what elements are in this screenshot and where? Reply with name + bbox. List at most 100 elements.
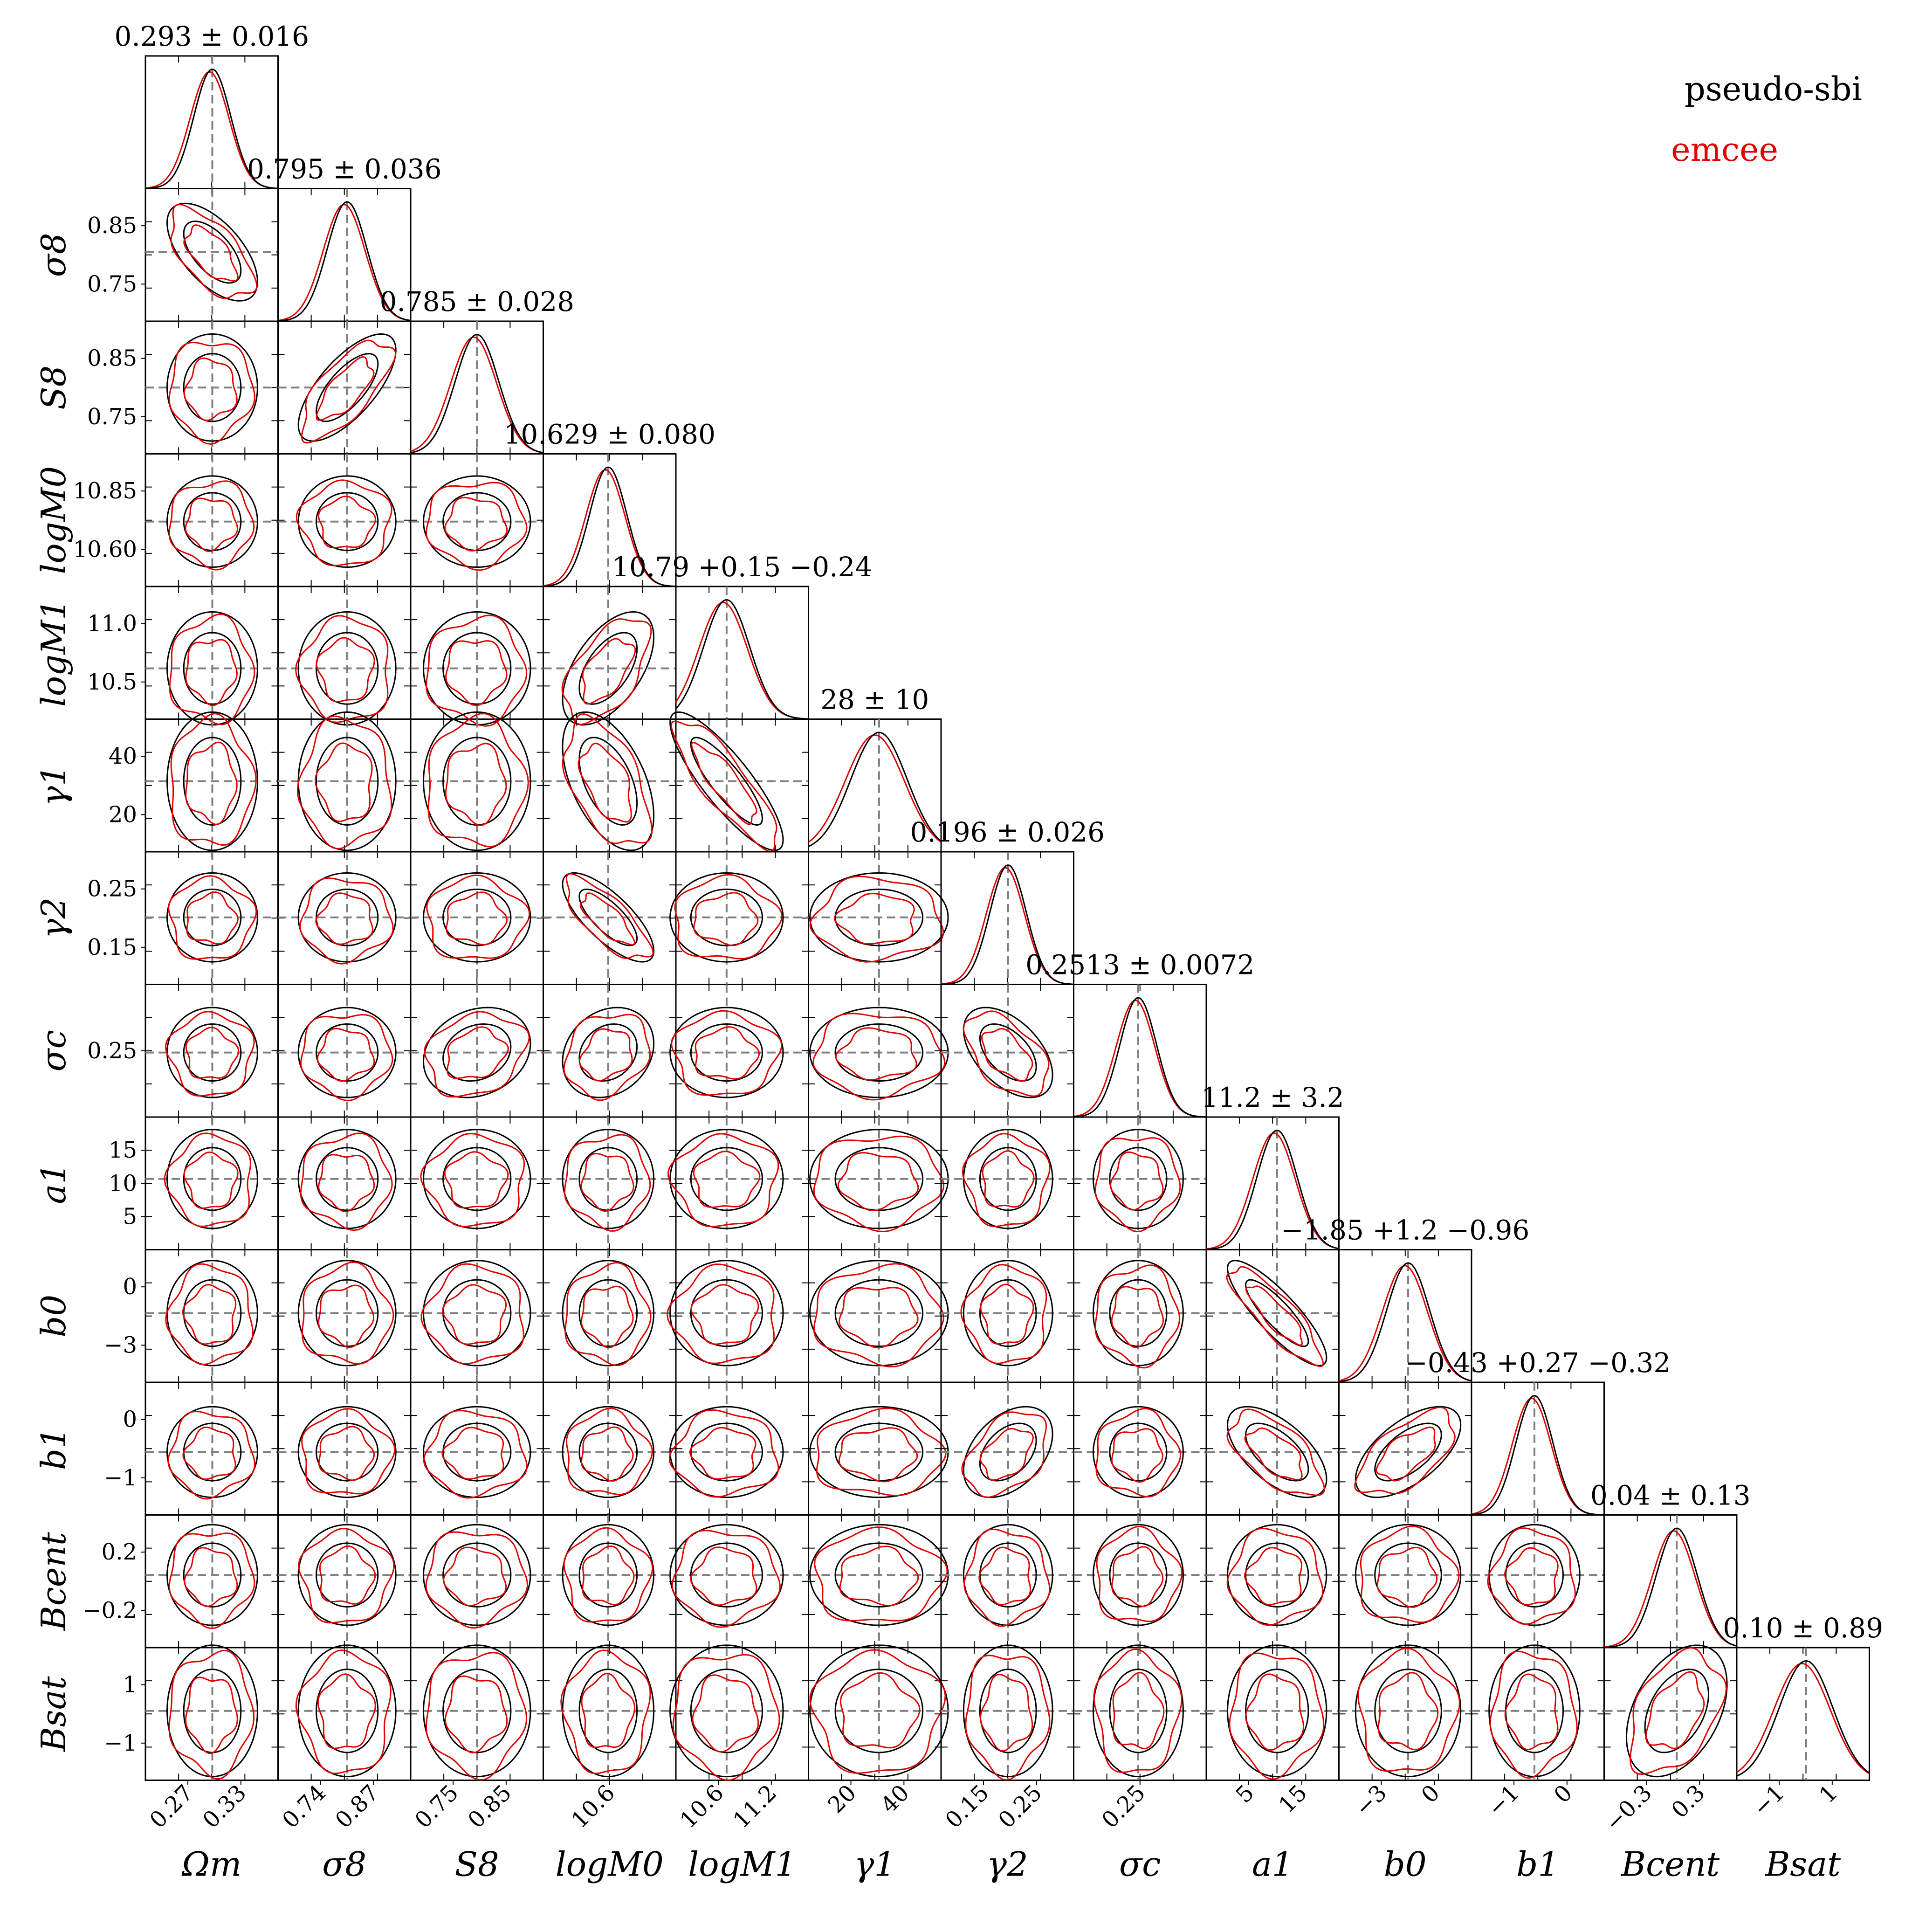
contour-pseudo-sbi-inner: [1374, 1669, 1442, 1753]
marginal-emcee-b0: [1339, 1265, 1472, 1382]
contour-emcee-outer: [423, 1409, 528, 1499]
marginal-pseudo-sbi-g1: [808, 731, 942, 848]
contour-pseudo-sbi-inner: [834, 1279, 924, 1347]
contour-pseudo-sbi-inner: [578, 1147, 638, 1211]
contour-pseudo-sbi-inner: [315, 1279, 379, 1347]
contour-emcee-outer: [963, 1528, 1051, 1627]
y-axis-label-M1: logM1: [34, 599, 73, 707]
contour-emcee-inner: [315, 892, 373, 945]
x-tick-label-Bc: 0.3: [1666, 1780, 1710, 1823]
contour-pseudo-sbi-inner: [1109, 1279, 1168, 1347]
contour-pseudo-sbi-inner: [442, 1542, 512, 1608]
contour-pseudo-sbi-outer: [963, 1644, 1053, 1778]
contour-emcee-outer: [812, 1013, 946, 1101]
contour-emcee-outer: [295, 615, 389, 723]
y-axis-label-g2: γ2: [34, 897, 73, 939]
contour-pseudo-sbi-outer: [809, 1524, 949, 1626]
legend: pseudo-sbi emcee: [1671, 70, 1862, 169]
contour-pseudo-sbi-inner: [578, 1422, 638, 1482]
contour-emcee-inner: [317, 1673, 376, 1749]
contour-emcee-outer: [165, 1011, 255, 1097]
x-tick-label-g2: 0.15: [940, 1780, 994, 1833]
panel-frame-11-4: [675, 1514, 809, 1649]
contour-pseudo-sbi-outer: [297, 1129, 397, 1229]
contour-pseudo-sbi-outer: [422, 611, 531, 726]
marginal-pseudo-sbi-g2: [941, 864, 1074, 985]
contour-emcee-inner: [316, 637, 375, 703]
contour-pseudo-sbi-outer: [422, 1129, 531, 1229]
contour-emcee-outer: [301, 1261, 394, 1365]
contour-pseudo-sbi-inner: [183, 888, 242, 946]
contour-pseudo-sbi-outer: [422, 1260, 531, 1366]
contour-emcee-inner: [447, 1026, 509, 1079]
contour-emcee-inner: [183, 224, 239, 282]
contour-pseudo-sbi-inner: [1374, 1422, 1442, 1482]
y-tick-label-s8: 0.75: [87, 271, 137, 297]
y-tick-label-M0: 10.60: [73, 536, 137, 562]
contour-pseudo-sbi-inner: [183, 221, 242, 284]
contour-pseudo-sbi-inner: [979, 1147, 1037, 1211]
contour-emcee-outer: [165, 1263, 254, 1366]
x-tick-label-Om: 0.33: [198, 1780, 251, 1833]
contour-emcee-inner: [582, 1545, 635, 1606]
contour-emcee-inner: [441, 1427, 504, 1480]
contour-emcee-inner: [318, 1426, 375, 1481]
x-tick-label-g1: 40: [876, 1780, 915, 1818]
contour-pseudo-sbi-outer: [1092, 1524, 1184, 1626]
contour-emcee-inner: [978, 1546, 1032, 1606]
contour-pseudo-sbi-inner: [1374, 1542, 1442, 1608]
marginal-pseudo-sbi-a1: [1206, 1129, 1339, 1250]
contour-pseudo-sbi-outer: [422, 1007, 531, 1098]
contour-pseudo-sbi-inner: [442, 1279, 512, 1347]
contour-pseudo-sbi-outer: [297, 1406, 397, 1498]
contour-emcee-outer: [168, 341, 255, 445]
contour-emcee-outer: [565, 873, 654, 959]
marginal-title-g1: 28 ± 10: [820, 684, 929, 716]
contour-pseudo-sbi-outer: [1227, 1406, 1327, 1498]
contour-emcee-outer: [963, 1010, 1050, 1097]
contour-pseudo-sbi-outer: [166, 711, 259, 851]
contour-pseudo-sbi-outer: [562, 1129, 655, 1229]
contour-pseudo-sbi-outer: [562, 611, 655, 726]
x-tick-label-S8: 0.85: [463, 1780, 516, 1833]
marginal-emcee-Bs: [1736, 1663, 1870, 1774]
contour-emcee-inner: [835, 1027, 917, 1081]
contour-pseudo-sbi-outer: [166, 1129, 259, 1229]
contour-emcee-outer: [674, 874, 783, 959]
y-tick-label-Bs: −1: [104, 1730, 137, 1756]
marginal-pseudo-sbi-b1: [1471, 1394, 1604, 1516]
contour-emcee-inner: [183, 1151, 239, 1209]
contour-emcee-inner: [1111, 1428, 1163, 1483]
contour-pseudo-sbi-outer: [809, 1260, 949, 1366]
contour-emcee-inner: [980, 1283, 1034, 1345]
contour-emcee-inner: [839, 1672, 921, 1749]
contour-emcee-outer: [1093, 1648, 1183, 1773]
contour-pseudo-sbi-inner: [183, 1147, 242, 1211]
contour-emcee-inner: [582, 638, 636, 705]
contour-emcee-inner: [690, 1284, 759, 1345]
contour-pseudo-sbi-outer: [166, 1260, 259, 1366]
contour-emcee-outer: [1360, 1525, 1460, 1623]
contour-emcee-outer: [1226, 1266, 1324, 1367]
contour-emcee-outer: [170, 712, 257, 846]
contour-pseudo-sbi-inner: [690, 1422, 763, 1482]
marginal-emcee-Bc: [1604, 1530, 1737, 1648]
marginal-pseudo-sbi-Om: [145, 69, 278, 189]
panel-frame-4-4: [675, 586, 809, 720]
contour-pseudo-sbi-inner: [315, 888, 379, 946]
contour-emcee-outer: [168, 1650, 255, 1780]
contour-emcee-inner: [1111, 1286, 1164, 1348]
contour-emcee-inner: [1377, 1672, 1439, 1751]
contour-pseudo-sbi-outer: [562, 1007, 655, 1098]
y-tick-label-Bc: 0.2: [102, 1539, 137, 1565]
contour-pseudo-sbi-outer: [963, 1129, 1053, 1229]
contour-pseudo-sbi-inner: [183, 492, 242, 552]
contour-emcee-outer: [1229, 1652, 1325, 1780]
contour-emcee-inner: [185, 497, 239, 552]
y-tick-label-g1: 20: [109, 801, 137, 828]
contour-emcee-outer: [671, 1530, 781, 1628]
contour-pseudo-sbi-inner: [316, 353, 379, 422]
contour-pseudo-sbi-inner: [315, 632, 379, 705]
contour-pseudo-sbi-outer: [1092, 1129, 1184, 1229]
contour-emcee-outer: [169, 614, 255, 725]
